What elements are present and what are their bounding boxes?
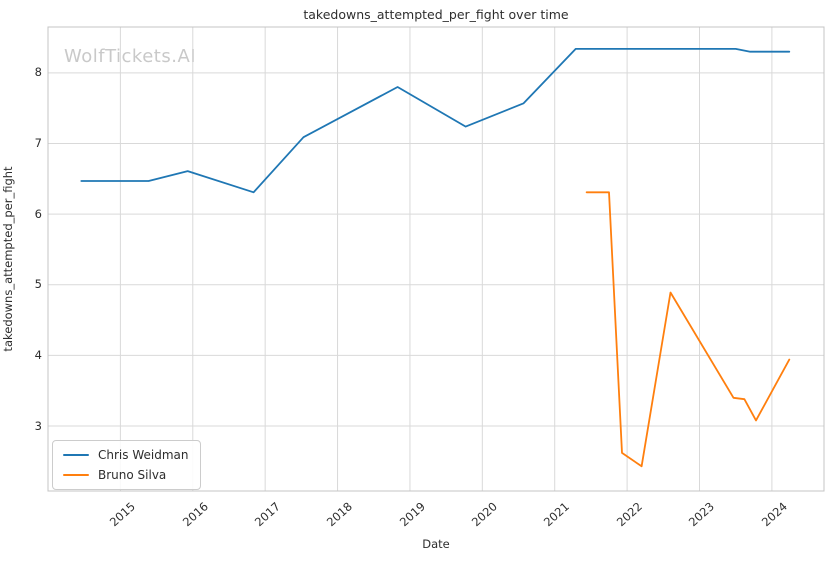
series-line-chris-weidman (80, 48, 791, 194)
legend-line-swatch-blue (63, 454, 89, 456)
series-line-bruno-silva (585, 191, 791, 468)
y-tick-label: 4 (34, 347, 42, 362)
plot-border (47, 26, 825, 492)
legend-item-bruno-silva: Bruno Silva (63, 468, 188, 482)
y-tick-label: 5 (34, 277, 42, 292)
y-tick-label: 3 (34, 418, 42, 433)
legend-item-chris-weidman: Chris Weidman (63, 448, 188, 462)
legend-label: Chris Weidman (98, 448, 189, 462)
y-tick-label: 6 (34, 206, 42, 221)
legend-line-swatch-orange (63, 474, 89, 476)
chart-title: takedowns_attempted_per_fight over time (303, 7, 569, 22)
watermark: WolfTickets.AI (64, 46, 197, 67)
legend-label: Bruno Silva (98, 468, 167, 482)
y-tick-label: 7 (34, 136, 42, 151)
legend: Chris Weidman Bruno Silva (52, 440, 202, 490)
x-axis-label: Date (422, 537, 450, 551)
y-tick-label: 8 (34, 65, 42, 80)
